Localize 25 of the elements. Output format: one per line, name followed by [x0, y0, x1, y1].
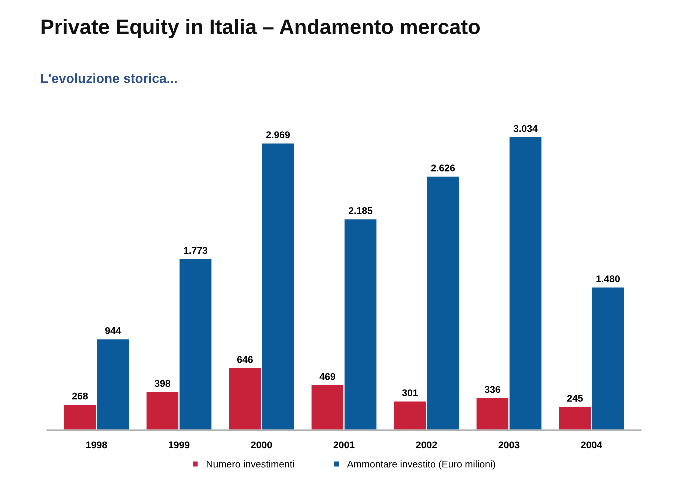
data-label: 2.969	[266, 132, 290, 139]
x-tick-label: 2002	[416, 442, 438, 449]
x-tick-label: 1999	[169, 442, 190, 449]
data-label: 646	[237, 356, 254, 364]
data-label: 3.034	[514, 125, 538, 132]
data-label: 469	[320, 373, 336, 380]
x-tick-label: 2001	[334, 442, 355, 449]
legend-label: Ammontare investito (Euro milioni)	[347, 460, 496, 470]
x-tick-label: 1998	[86, 442, 108, 449]
x-tick-label: 2000	[251, 442, 272, 449]
data-label: 301	[402, 390, 418, 397]
data-label: 398	[154, 380, 171, 388]
x-tick-label: 2003	[498, 442, 520, 449]
chart-title: Private Equity in Italia – Andamento mercato	[42, 19, 480, 39]
data-label: 1.773	[184, 247, 208, 254]
data-label: 336	[484, 386, 501, 394]
data-label: 245	[567, 395, 584, 402]
data-label: 944	[105, 327, 122, 334]
legend-label: Numero investimenti	[207, 460, 294, 468]
data-label: 2.626	[431, 164, 456, 172]
chart-subtitle: L'evoluzione storica...	[41, 74, 177, 84]
data-label: 268	[72, 392, 88, 400]
data-label: 1.480	[596, 276, 620, 282]
data-label: 2.185	[348, 207, 373, 214]
x-tick-label: 2004	[581, 442, 603, 449]
